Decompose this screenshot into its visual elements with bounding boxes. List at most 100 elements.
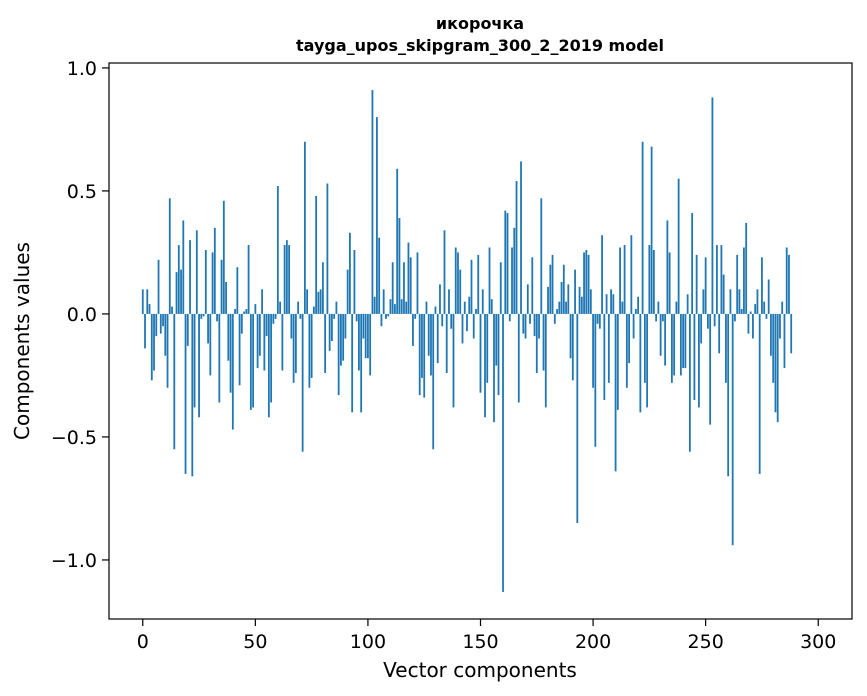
bar-122 xyxy=(416,252,419,314)
bar-66 xyxy=(290,313,293,339)
bar-50 xyxy=(254,304,257,314)
bar-144 xyxy=(466,313,468,332)
bar-103 xyxy=(373,296,376,314)
bar-112 xyxy=(394,304,396,314)
bar-226 xyxy=(650,146,653,314)
bar-90 xyxy=(344,313,347,339)
bar-151 xyxy=(481,289,484,314)
bar-244 xyxy=(691,213,694,314)
bar-211 xyxy=(616,313,619,410)
bar-71 xyxy=(301,313,304,452)
bar-139 xyxy=(454,247,457,314)
y-tick-label: 0.5 xyxy=(67,181,97,203)
bar-154 xyxy=(488,247,491,314)
bar-31 xyxy=(211,252,214,314)
bar-275 xyxy=(761,257,763,314)
bar-51 xyxy=(256,313,259,369)
bar-249 xyxy=(702,289,705,314)
x-tick-label: 100 xyxy=(350,631,386,653)
bar-13 xyxy=(171,306,173,314)
bar-173 xyxy=(531,257,534,314)
bar-119 xyxy=(409,257,412,314)
bar-10 xyxy=(164,313,167,356)
bar-208 xyxy=(610,289,612,314)
bar-40 xyxy=(231,313,234,430)
bar-165 xyxy=(513,227,516,314)
bar-170 xyxy=(524,313,527,339)
bar-99 xyxy=(364,313,367,359)
bar-33 xyxy=(216,313,218,322)
bar-80 xyxy=(321,262,324,314)
bar-229 xyxy=(657,301,660,314)
bar-270 xyxy=(749,311,752,314)
bar-67 xyxy=(292,313,295,383)
bar-114 xyxy=(398,217,401,314)
bar-189 xyxy=(567,284,570,314)
bar-130 xyxy=(434,306,437,314)
bar-143 xyxy=(463,301,466,314)
bar-279 xyxy=(770,313,772,356)
bar-225 xyxy=(648,245,651,314)
bar-2 xyxy=(146,289,149,314)
bar-55 xyxy=(265,313,268,337)
bars-group xyxy=(141,90,793,592)
bar-183 xyxy=(553,313,556,324)
bar-148 xyxy=(475,309,477,314)
bar-77 xyxy=(315,195,318,314)
bar-242 xyxy=(686,294,689,314)
bar-239 xyxy=(679,313,682,376)
bar-61 xyxy=(279,301,282,314)
bar-138 xyxy=(452,313,455,408)
bar-81 xyxy=(324,313,327,373)
bar-235 xyxy=(670,313,673,383)
x-tick-label: 300 xyxy=(800,631,836,653)
bar-186 xyxy=(560,281,563,314)
bar-157 xyxy=(495,313,498,366)
bar-120 xyxy=(412,313,414,346)
y-tick-label: −1.0 xyxy=(51,550,97,572)
bar-14 xyxy=(173,313,176,450)
bar-253 xyxy=(711,97,714,314)
bar-188 xyxy=(565,301,567,314)
bar-1 xyxy=(144,313,146,349)
bar-203 xyxy=(598,313,601,329)
bar-228 xyxy=(655,313,658,322)
bar-162 xyxy=(506,213,509,314)
bar-85 xyxy=(333,313,336,319)
bar-191 xyxy=(571,313,574,381)
bar-46 xyxy=(245,309,248,314)
bar-89 xyxy=(342,313,345,361)
bar-100 xyxy=(367,313,369,359)
bar-101 xyxy=(369,313,372,376)
bar-23 xyxy=(193,313,196,408)
bar-127 xyxy=(427,313,430,356)
bar-227 xyxy=(652,249,655,314)
bar-94 xyxy=(353,249,356,314)
bar-41 xyxy=(234,309,236,314)
bar-177 xyxy=(540,198,543,314)
bar-131 xyxy=(436,313,439,364)
bar-259 xyxy=(725,313,727,383)
bar-38 xyxy=(227,313,230,361)
bar-15 xyxy=(175,272,178,314)
bar-76 xyxy=(312,306,315,314)
bar-64 xyxy=(285,240,288,314)
bar-87 xyxy=(337,313,340,396)
bar-18 xyxy=(182,220,185,314)
bar-107 xyxy=(382,289,385,314)
bar-150 xyxy=(479,313,482,393)
bar-7 xyxy=(157,259,160,314)
bar-276 xyxy=(763,301,766,314)
bar-0 xyxy=(141,289,144,314)
bar-214 xyxy=(623,245,626,314)
bar-161 xyxy=(504,210,507,314)
bar-181 xyxy=(549,264,552,314)
x-tick-label: 50 xyxy=(243,631,267,653)
x-tick-label: 150 xyxy=(462,631,498,653)
bar-16 xyxy=(177,245,180,314)
bar-287 xyxy=(788,254,790,314)
bar-176 xyxy=(538,313,540,339)
bar-159 xyxy=(499,262,502,314)
bar-86 xyxy=(335,301,338,314)
